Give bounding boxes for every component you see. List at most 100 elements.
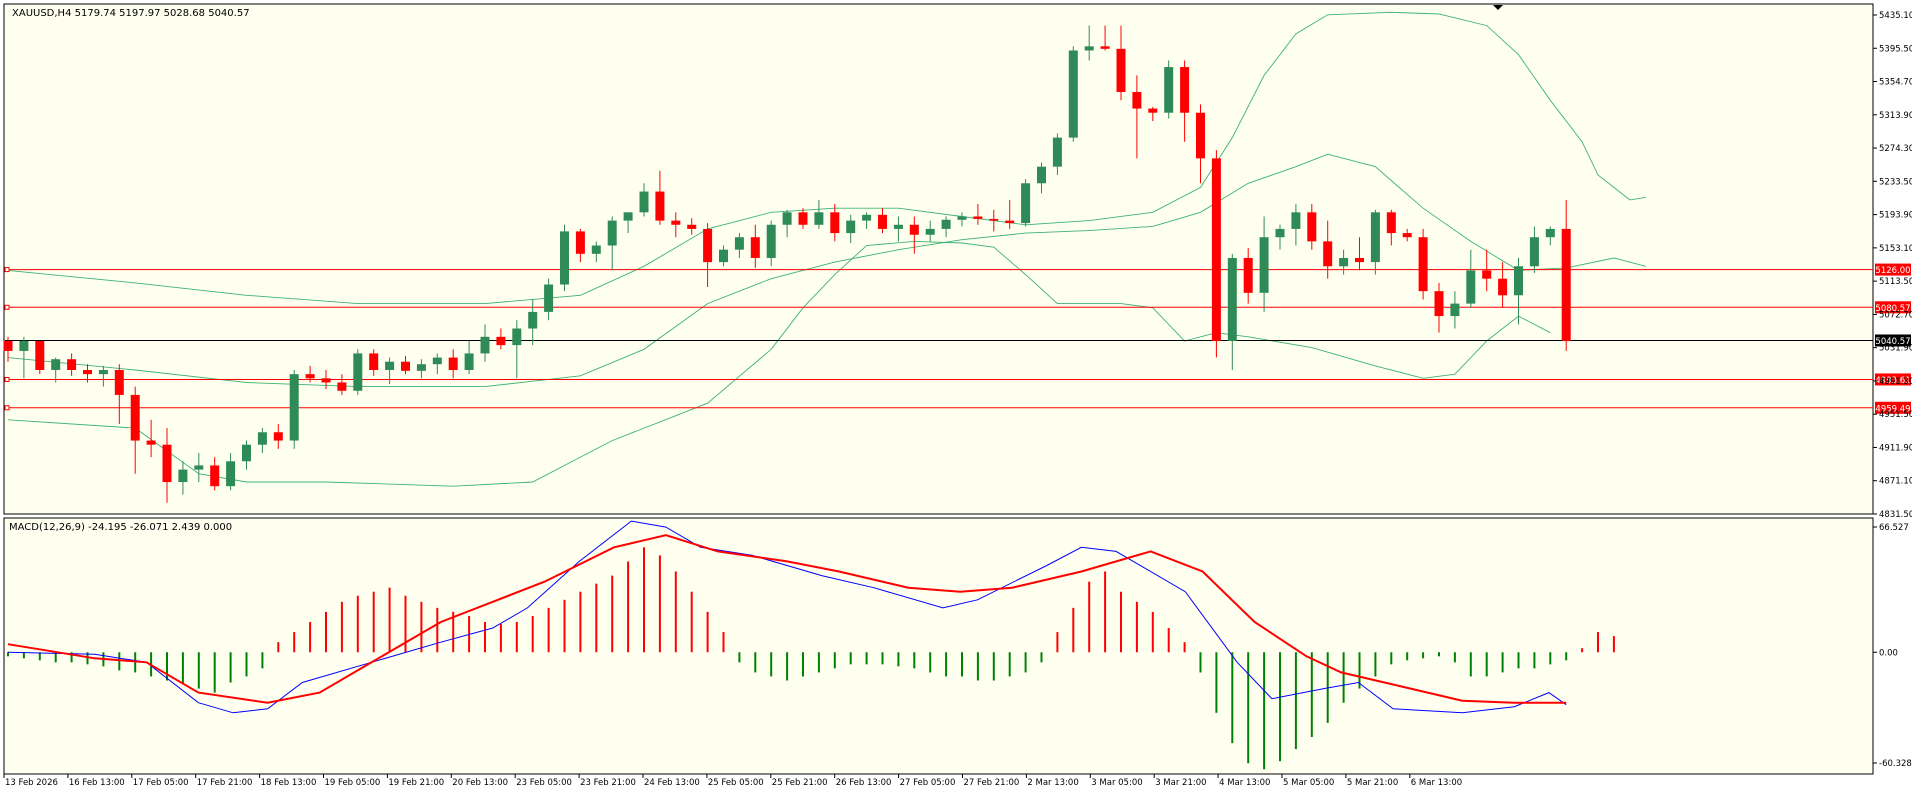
candle-body — [1482, 270, 1492, 279]
time-tick-label: 18 Feb 13:00 — [261, 778, 317, 788]
candle-body — [1561, 228, 1571, 341]
candle — [194, 452, 204, 483]
candle — [1561, 199, 1571, 351]
candle-body — [512, 328, 522, 346]
level-price-tag — [1875, 373, 1911, 386]
candle-body — [162, 444, 172, 483]
candle — [178, 461, 188, 495]
candle — [1116, 25, 1126, 101]
candle — [671, 212, 681, 238]
candle-body — [766, 224, 776, 258]
candle — [337, 374, 347, 395]
candle — [3, 336, 13, 362]
candle — [575, 228, 585, 263]
candle-body — [337, 382, 347, 391]
candle — [1482, 249, 1492, 292]
candle — [1355, 237, 1364, 271]
candle-body — [401, 361, 410, 371]
candle — [1021, 179, 1031, 227]
candle-body — [830, 212, 840, 234]
macd-panel-background[interactable] — [3, 517, 1874, 775]
candle — [814, 199, 824, 229]
candle — [210, 457, 220, 491]
candle-body — [862, 214, 872, 221]
macd-signal-line — [7, 534, 1567, 704]
candle — [289, 370, 299, 449]
candle — [226, 452, 236, 491]
candle — [782, 209, 792, 238]
candle — [846, 214, 856, 244]
candle — [909, 216, 919, 254]
price-axis: 5435.10 5395.50 5354.70 5313.90 5274.30 5233.… — [1873, 11, 1912, 769]
candle — [1434, 282, 1444, 333]
candle — [83, 364, 92, 383]
candle-body — [639, 191, 649, 213]
candle — [369, 349, 379, 376]
time-tick-label: 23 Feb 21:00 — [580, 778, 636, 788]
level-price-tag — [1875, 334, 1911, 347]
time-tick-label: 4 Mar 13:00 — [1219, 778, 1270, 788]
candle — [1211, 150, 1221, 358]
candle-body — [655, 191, 665, 221]
candle-body — [1291, 212, 1301, 229]
candle-body — [146, 440, 156, 445]
macd-tick-label: 66.527 — [1879, 523, 1909, 533]
candle — [957, 212, 967, 227]
level-anchor-handle[interactable] — [4, 405, 10, 411]
candle-body — [1370, 212, 1380, 263]
candle-body — [114, 370, 124, 395]
candle-body — [1466, 270, 1476, 304]
candle — [1545, 226, 1555, 246]
candle — [480, 324, 490, 362]
chart-title: XAUUSD,H4 5179.74 5197.97 5028.68 5040.5… — [12, 8, 250, 19]
candlesticks — [3, 25, 1571, 503]
candle — [1450, 291, 1460, 329]
candle — [35, 340, 45, 375]
price-panel-background[interactable] — [3, 3, 1874, 515]
price-tick-label: 5233.50 — [1879, 177, 1912, 187]
candle — [273, 423, 283, 449]
candle — [893, 216, 903, 242]
candle-body — [51, 359, 61, 371]
level-price-tag — [1875, 301, 1911, 314]
candle — [114, 364, 124, 424]
level-price-tag — [1875, 263, 1911, 276]
candle-body — [210, 465, 220, 487]
time-tick-label: 27 Feb 05:00 — [900, 778, 956, 788]
candle-body — [878, 214, 887, 229]
level-price-label: 5080.57 — [1875, 304, 1910, 314]
candle-body — [1148, 108, 1158, 113]
candle-body — [1052, 137, 1062, 167]
time-tick-label: 20 Feb 13:00 — [452, 778, 508, 788]
candle-body — [1418, 237, 1428, 292]
candle-body — [321, 378, 331, 383]
time-tick-label: 19 Feb 21:00 — [388, 778, 444, 788]
price-tick-label: 5031.90 — [1879, 344, 1912, 354]
level-anchor-handle[interactable] — [4, 376, 10, 382]
time-tick-label: 17 Feb 05:00 — [133, 778, 189, 788]
candle-body — [1211, 158, 1221, 341]
time-tick-label: 5 Mar 05:00 — [1283, 778, 1334, 788]
time-axis: 13 Feb 2026 16 Feb 13:00 17 Feb 05:00 17 Fe… — [3, 774, 1462, 788]
candle-body — [1498, 278, 1508, 296]
level-anchor-handle[interactable] — [4, 304, 10, 310]
candle-body — [194, 465, 204, 470]
time-tick-label: 3 Mar 05:00 — [1091, 778, 1142, 788]
candle — [162, 428, 172, 503]
level-anchor-handle[interactable] — [4, 267, 10, 273]
candle — [512, 320, 522, 379]
candle-body — [719, 249, 728, 263]
candle-body — [846, 220, 856, 234]
candle-body — [591, 245, 601, 254]
shift-marker-icon[interactable] — [1493, 5, 1503, 10]
candle-body — [273, 432, 283, 441]
candle — [1037, 162, 1046, 194]
horizontal-levels[interactable]: 5126.00 5080.57 5040.57 4993.61 4959.49 — [4, 263, 1911, 415]
time-tick-label: 23 Feb 05:00 — [516, 778, 572, 788]
price-tick-label: 5313.90 — [1879, 111, 1912, 121]
price-tick-label: 4831.50 — [1879, 510, 1912, 520]
candle-body — [957, 216, 967, 220]
price-tick-label: 4871.10 — [1879, 477, 1912, 487]
candle — [1466, 249, 1476, 308]
